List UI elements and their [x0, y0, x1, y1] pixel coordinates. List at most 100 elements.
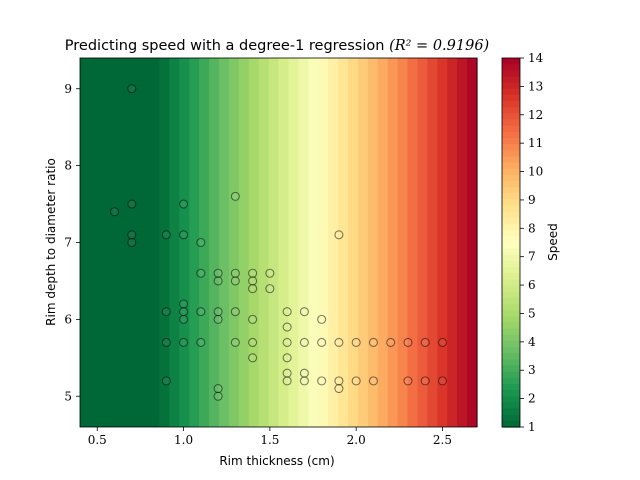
- data-point: [248, 276, 258, 286]
- data-point: [213, 307, 223, 317]
- data-point: [437, 337, 448, 347]
- field-band: [248, 58, 260, 427]
- data-point: [161, 376, 171, 386]
- x-tick-label: 0.5: [88, 433, 107, 447]
- colorbar-segment: [502, 137, 520, 145]
- colorbar-segment: [502, 174, 520, 182]
- colorbar-segment: [502, 82, 520, 90]
- data-point: [179, 307, 189, 317]
- field-band: [278, 58, 290, 427]
- colorbar-segment: [502, 101, 520, 108]
- data-point: [179, 299, 189, 309]
- data-point: [334, 376, 344, 386]
- colorbar-tick-label: 2: [528, 392, 536, 406]
- data-point: [109, 207, 120, 217]
- colorbar-tick-label: 7: [528, 250, 536, 264]
- colorbar-segment: [502, 156, 520, 164]
- colorbar-segment: [502, 377, 520, 385]
- colorbar-segment: [502, 267, 520, 274]
- data-point: [420, 337, 430, 347]
- data-point: [196, 268, 206, 278]
- y-tick-label: 5: [64, 389, 72, 403]
- field-band: [417, 58, 428, 427]
- colorbar-segment: [502, 390, 520, 397]
- colorbar-segment: [502, 230, 520, 237]
- colorbar-gradient: [502, 58, 520, 428]
- field-band: [149, 58, 161, 427]
- data-point: [248, 337, 258, 347]
- data-point: [230, 307, 240, 317]
- field-band: [169, 58, 180, 427]
- colorbar-tick-label: 12: [528, 108, 543, 122]
- colorbar-segment: [502, 193, 520, 201]
- colorbar-tick-label: 5: [528, 306, 536, 320]
- field-band: [238, 58, 250, 427]
- data-point: [213, 268, 223, 278]
- colorbar-tick-label: 4: [528, 335, 536, 349]
- data-point: [127, 199, 137, 209]
- colorbar-segment: [502, 260, 520, 268]
- colorbar-segment: [502, 273, 520, 280]
- data-point: [230, 276, 240, 286]
- data-point: [230, 191, 240, 201]
- data-point: [368, 337, 378, 347]
- data-point: [161, 307, 171, 317]
- colorbar-segment: [502, 168, 520, 176]
- colorbar-segment: [502, 88, 520, 96]
- field-band: [139, 58, 151, 427]
- data-point: [196, 307, 206, 317]
- colorbar-segment: [502, 94, 520, 102]
- data-point: [127, 230, 137, 240]
- data-point: [282, 337, 292, 347]
- field-band: [457, 58, 468, 427]
- field-band: [377, 58, 389, 427]
- colorbar-segment: [502, 365, 520, 373]
- data-point: [161, 337, 171, 347]
- field-band: [209, 58, 220, 427]
- field-band: [367, 58, 379, 427]
- field-band: [258, 58, 270, 427]
- data-point: [351, 337, 361, 347]
- data-point: [282, 353, 292, 363]
- colorbar-segment: [502, 131, 520, 139]
- field-band: [80, 58, 91, 427]
- colorbar-segment: [502, 211, 520, 219]
- colorbar-segment: [502, 328, 520, 336]
- colorbar-segment: [502, 76, 520, 84]
- colorbar-segment: [502, 340, 520, 348]
- data-point: [386, 337, 396, 347]
- data-point: [196, 337, 206, 347]
- data-point: [213, 276, 223, 286]
- data-point: [282, 322, 292, 332]
- data-point: [299, 337, 309, 347]
- x-tick-label: 1.5: [260, 433, 279, 447]
- y-tick-label: 9: [64, 82, 72, 96]
- data-point: [368, 376, 378, 386]
- data-point: [248, 353, 258, 363]
- colorbar-tick-label: 3: [528, 363, 536, 377]
- field-band: [338, 58, 349, 427]
- data-point: [248, 268, 258, 278]
- colorbar-segment: [502, 125, 520, 133]
- x-axis-label: Rim thickness (cm): [219, 454, 334, 468]
- field-band: [288, 58, 299, 427]
- data-point: [230, 337, 240, 347]
- colorbar-frame: [501, 57, 521, 428]
- colorbar-segment: [502, 70, 520, 78]
- colorbar-segment: [502, 297, 520, 305]
- field-band: [119, 58, 131, 427]
- data-point: [282, 307, 292, 317]
- colorbar-segment: [502, 242, 520, 250]
- field-band: [308, 58, 319, 427]
- colorbar-segment: [502, 58, 520, 65]
- data-point: [213, 391, 223, 401]
- data-point: [299, 307, 309, 317]
- field-band: [347, 58, 359, 427]
- speed-background-field: [80, 58, 478, 427]
- field-band: [89, 58, 101, 427]
- colorbar-segment: [502, 224, 520, 231]
- data-point: [127, 84, 137, 94]
- field-band: [268, 58, 280, 427]
- data-point: [196, 237, 206, 248]
